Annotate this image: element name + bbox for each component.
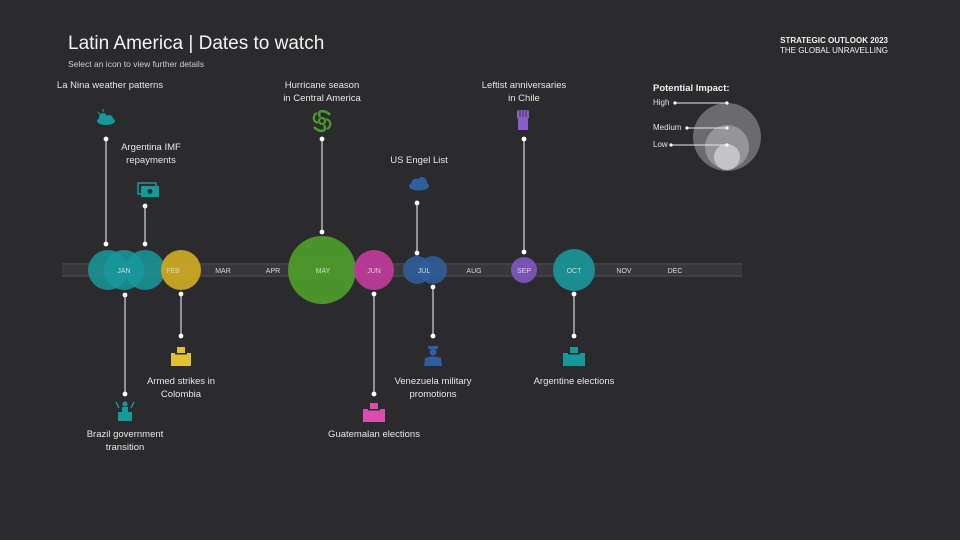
- label-armed-strikes-line2: Colombia: [160, 389, 202, 400]
- label-guatemala-line1: Guatemalan elections: [328, 429, 420, 440]
- label-leftist-anniversaries: Leftist anniversaries in Chile: [482, 79, 566, 105]
- month-feb: FEB: [166, 268, 180, 275]
- label-hurricane-line2: in Central America: [283, 93, 361, 104]
- label-hurricane-line1: Hurricane season: [284, 80, 360, 91]
- ballot-box-icon[interactable]: [363, 403, 385, 422]
- bubble-venezuela-promotions: [419, 256, 447, 284]
- hurricane-icon[interactable]: [312, 109, 332, 133]
- label-us-engel-line1: US Engel List: [390, 155, 448, 166]
- label-leftist-line1: Leftist anniversaries: [481, 80, 567, 91]
- label-la-nina: La Nina weather patterns: [57, 79, 163, 92]
- month-oct: OCT: [567, 268, 583, 275]
- month-apr: APR: [266, 268, 280, 275]
- brand-line-1: STRATEGIC OUTLOOK 2023: [780, 36, 888, 45]
- month-aug: AUG: [466, 268, 481, 275]
- bubble-hurricane: [288, 236, 356, 304]
- soldier-icon[interactable]: [424, 346, 442, 366]
- label-armed-strikes: Armed strikes in Colombia: [147, 375, 215, 401]
- label-brazil-line2: transition: [105, 442, 145, 453]
- brand-line-2: THE GLOBAL UNRAVELLING: [779, 46, 888, 55]
- cloud-icon[interactable]: [409, 177, 429, 191]
- bubble-armed-strikes: [161, 250, 201, 290]
- bubble-guatemala-elections: [354, 250, 394, 290]
- label-guatemala-elections: Guatemalan elections: [328, 428, 420, 441]
- ballot-box-icon[interactable]: [171, 347, 191, 366]
- label-armed-strikes-line1: Armed strikes in: [146, 376, 216, 387]
- cloud-sun-icon[interactable]: [97, 109, 115, 125]
- brand-block: STRATEGIC OUTLOOK 2023 THE GLOBAL UNRAVE…: [780, 36, 888, 56]
- month-dec: DEC: [668, 268, 683, 275]
- bubble-argentina-imf: [125, 250, 165, 290]
- label-us-engel: US Engel List: [390, 154, 448, 167]
- label-venezuela-promotions: Venezuela military promotions: [394, 375, 471, 401]
- label-la-nina-line1: La Nina weather patterns: [56, 80, 164, 91]
- month-jun: JUN: [367, 268, 381, 275]
- label-brazil-line1: Brazil government: [86, 429, 164, 440]
- label-argentina-imf-line1: Argentina IMF: [121, 142, 181, 153]
- label-argentine-elections-line1: Argentine elections: [533, 376, 615, 387]
- ballot-box-icon[interactable]: [563, 347, 585, 366]
- bubble-argentine-elections: [553, 249, 595, 291]
- legend-label-medium: Medium: [653, 123, 682, 132]
- label-argentine-elections: Argentine elections: [534, 375, 615, 388]
- raised-fist-icon[interactable]: [517, 110, 529, 130]
- label-venezuela-line2: promotions: [409, 389, 457, 400]
- legend-label-high: High: [653, 98, 670, 107]
- month-nov: NOV: [616, 268, 632, 275]
- impact-legend: [669, 101, 761, 171]
- label-hurricane: Hurricane season in Central America: [283, 79, 361, 105]
- speaker-podium-icon[interactable]: [115, 401, 135, 421]
- month-mar: MAR: [215, 268, 231, 275]
- page-title: Latin America | Dates to watch: [68, 33, 325, 54]
- label-argentina-imf-line2: repayments: [126, 155, 176, 166]
- label-venezuela-line1: Venezuela military: [394, 376, 472, 387]
- label-leftist-line2: in Chile: [508, 93, 540, 104]
- label-argentina-imf: Argentina IMF repayments: [121, 141, 181, 167]
- legend-label-low: Low: [653, 140, 668, 149]
- label-brazil-transition: Brazil government transition: [87, 428, 164, 454]
- bubble-leftist-anniversaries: [511, 257, 537, 283]
- month-jul: JUL: [418, 268, 431, 275]
- month-may: MAY: [316, 268, 331, 275]
- month-jan: JAN: [117, 268, 130, 275]
- legend-title: Potential Impact:: [653, 83, 730, 94]
- month-sep: SEP: [517, 268, 531, 275]
- money-icon[interactable]: [137, 182, 159, 197]
- legend-circle-low: [714, 144, 740, 170]
- page-subtitle: Select an icon to view further details: [68, 59, 205, 69]
